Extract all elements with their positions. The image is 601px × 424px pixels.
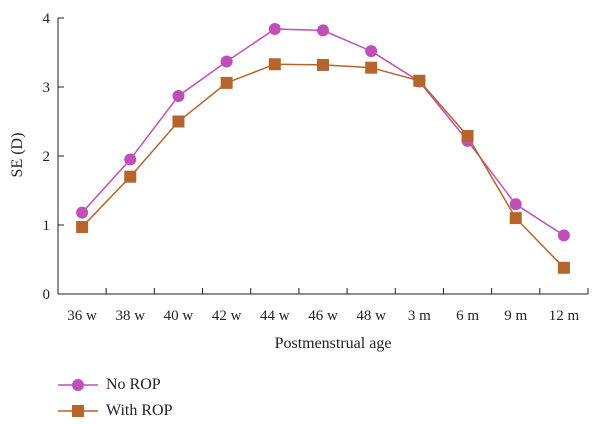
data-point-1: [124, 153, 137, 166]
line-chart: 0 1 2 3 4 36 w 38 w 40 w 42 w 44 w 46 w 48 w 3 m 6 m 9…: [9, 11, 589, 352]
data-point-2: [76, 221, 89, 234]
data-point-2: [317, 58, 329, 71]
data-point-1: [365, 45, 378, 58]
x-tick-label: 3 m: [408, 308, 431, 324]
x-tick-label: 38 w: [115, 308, 145, 324]
data-point-1: [220, 55, 233, 68]
data-point-2: [557, 261, 570, 274]
data-point-2: [413, 74, 426, 87]
data-point-1: [317, 24, 329, 37]
legend-label-no-rop: No ROP: [106, 376, 161, 393]
legend-marker-square-icon: [58, 405, 98, 417]
data-point-1: [268, 23, 281, 36]
x-tick-label: 40 w: [164, 308, 194, 324]
data-point-2: [124, 170, 137, 183]
data-point-2: [172, 115, 185, 128]
x-axis-title: Postmenstrual age: [275, 335, 392, 352]
y-tick-label: 3: [43, 80, 51, 96]
legend-label-with-rop: With ROP: [106, 402, 173, 419]
x-tick-label: 46 w: [308, 308, 338, 324]
legend: No ROP With ROP: [58, 372, 172, 424]
data-point-2: [461, 129, 474, 142]
x-tick-label: 44 w: [260, 308, 290, 324]
y-tick-label: 4: [43, 11, 51, 27]
data-point-2: [509, 212, 522, 225]
y-tick-label: 1: [43, 218, 51, 234]
y-axis-title: SE (D): [9, 133, 26, 178]
x-tick-label: 42 w: [212, 308, 242, 324]
x-tick-label: 9 m: [504, 308, 527, 324]
y-tick-label: 0: [43, 287, 51, 303]
data-point-2: [365, 61, 378, 74]
series-line-2: [81, 63, 565, 269]
x-tick-label: 36 w: [67, 308, 97, 324]
plot-area: [76, 23, 570, 274]
data-point-1: [509, 198, 522, 211]
x-tick-label: 12 m: [549, 308, 580, 324]
legend-marker-circle-icon: [58, 379, 98, 391]
data-point-2: [220, 76, 233, 89]
data-point-1: [557, 229, 570, 242]
x-tick-label: 48 w: [356, 308, 386, 324]
data-point-1: [172, 89, 185, 102]
data-point-1: [76, 206, 89, 219]
y-tick-label: 2: [43, 149, 51, 165]
x-tick-label: 6 m: [456, 308, 479, 324]
data-point-2: [268, 58, 281, 71]
legend-item-no-rop: No ROP: [58, 372, 172, 398]
axes: 0 1 2 3 4 36 w 38 w 40 w 42 w 44 w 46 w 48 w 3 m 6 m 9…: [43, 11, 589, 324]
legend-item-with-rop: With ROP: [58, 398, 172, 424]
